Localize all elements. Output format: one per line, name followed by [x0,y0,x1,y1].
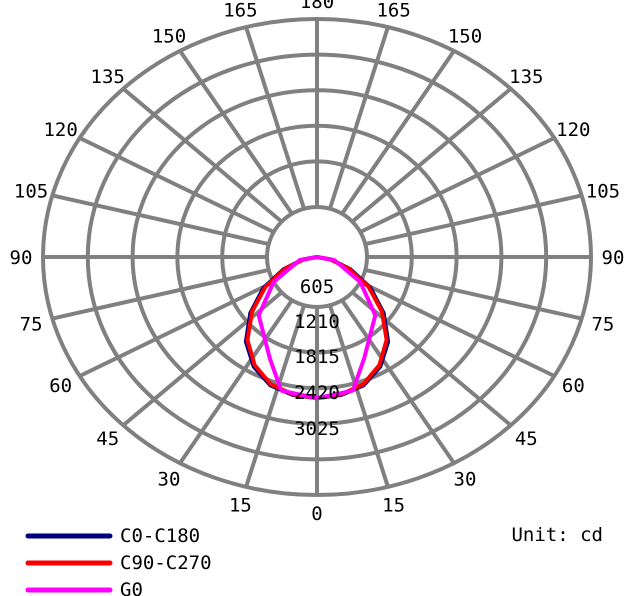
angle-label: 120 [43,119,77,141]
angle-labels: 0 15 15 30 30 45 45 60 60 75 75 90 90 105 105 120 120 135… [10,0,625,525]
angle-label: 135 [91,66,125,88]
grid-spoke [364,193,583,247]
angle-label: 45 [515,428,538,450]
grid-spoke [359,280,556,378]
grid-spoke [328,26,390,210]
radial-tick-label: 1210 [294,311,340,333]
angle-label: 150 [448,25,482,47]
radial-tick-labels: 605 1210 1815 2420 3025 [294,276,340,440]
angle-label: 165 [223,0,257,22]
grid-spoke [78,136,275,234]
grid-spoke [351,87,513,224]
legend: C0-C180 C90-C270 G0 [25,525,212,596]
angle-label: 60 [49,375,72,397]
grid-spoke [178,49,294,215]
legend-label: C0-C180 [120,525,200,547]
angle-label: 105 [586,181,620,203]
angle-label: 75 [591,313,614,335]
grid-spoke [244,26,306,210]
angle-label: 0 [311,503,322,525]
unit-label: Unit: cd [511,524,603,546]
grid-spoke [178,299,294,465]
angle-label: 30 [454,469,477,491]
grid-spoke [351,290,513,427]
angle-label: 75 [20,313,43,335]
grid-spoke [244,304,306,488]
angle-label: 15 [229,494,252,516]
grid-spoke [121,87,283,224]
grid-spoke [328,304,390,488]
angle-label: 105 [14,181,48,203]
angle-label: 30 [158,469,181,491]
polar-grid [41,17,593,497]
radial-tick-label: 3025 [294,418,340,440]
angle-label: 45 [96,428,119,450]
angle-label: 15 [382,494,405,516]
angle-label: 135 [509,66,543,88]
grid-spoke [51,267,270,321]
radial-tick-label: 1815 [294,346,340,368]
series-curve-g0 [256,255,378,401]
intensity-curves [243,255,391,401]
angle-label: 60 [562,375,585,397]
grid-spoke [364,267,583,321]
angle-label: 90 [602,247,625,269]
angle-label: 165 [376,0,410,22]
angle-label: 120 [556,119,590,141]
grid-spoke [121,290,283,427]
radial-tick-label: 605 [300,276,334,298]
grid-spoke [78,280,275,378]
grid-spoke [359,136,556,234]
angle-label: 150 [152,25,186,47]
grid-spoke [51,193,270,247]
radial-tick-label: 2420 [294,382,340,404]
legend-label: C90-C270 [120,552,212,574]
legend-label: G0 [120,579,143,596]
angle-label: 180 [300,0,334,13]
grid-spoke [340,49,456,215]
angle-label: 90 [10,247,33,269]
grid-spoke [340,299,456,465]
